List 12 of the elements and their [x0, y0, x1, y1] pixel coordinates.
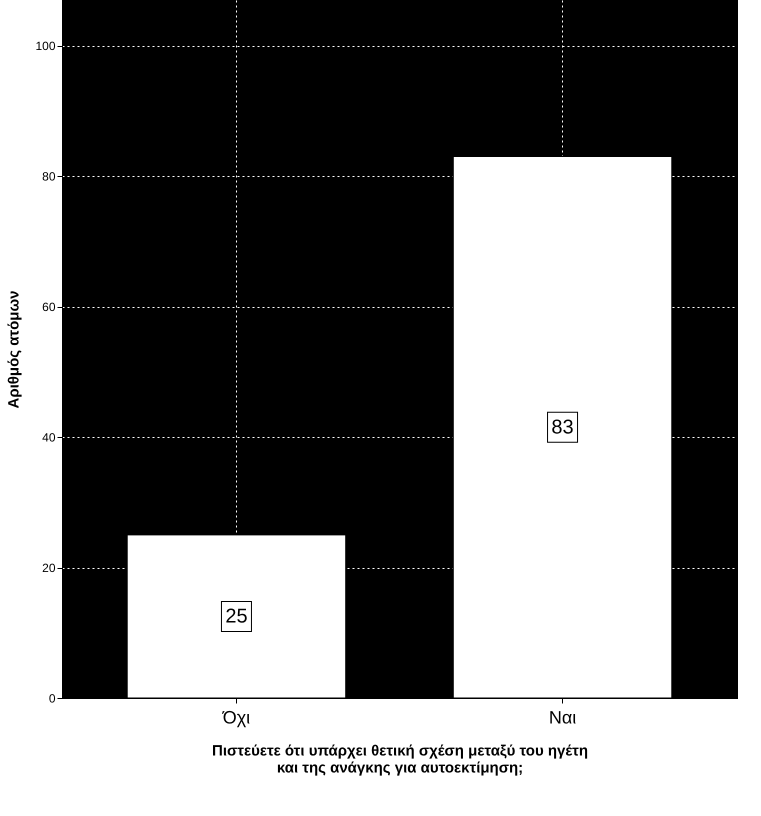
y-tick-label: 40: [42, 430, 56, 445]
y-tick-label: 20: [42, 561, 56, 576]
x-tick-label: Ναι: [548, 708, 576, 728]
x-tick-label: Όχι: [222, 708, 250, 728]
y-axis-title: Αριθμός ατόμων: [5, 290, 22, 408]
y-tick-label: 0: [48, 692, 56, 706]
y-tick-label: 60: [42, 300, 56, 314]
y-tick-label: 80: [42, 170, 56, 184]
x-axis-title: Πιστεύετε ότι υπάρχει θετική σχέση μεταξύ του ηγέτη και της ανάγκης για αυτοεκτίμηση;: [212, 742, 588, 776]
y-tick-label: 100: [35, 39, 56, 54]
data-label: 25: [225, 605, 248, 628]
data-label: 83: [551, 416, 574, 438]
